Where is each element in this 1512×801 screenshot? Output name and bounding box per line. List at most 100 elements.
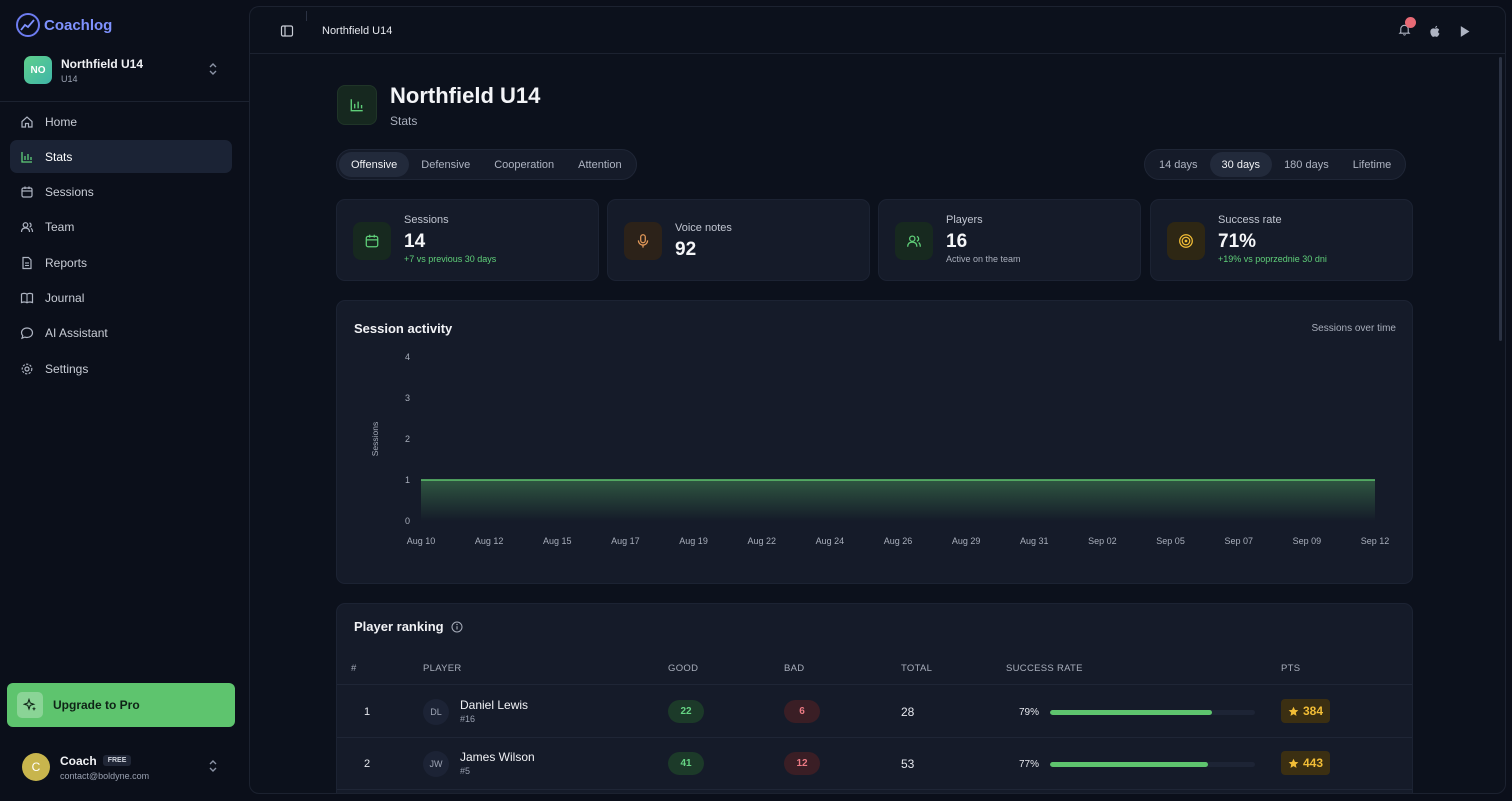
sidebar-item-home[interactable]: Home — [10, 105, 232, 138]
tab-defensive[interactable]: Defensive — [421, 158, 471, 171]
x-tick-label: Sep 07 — [1224, 536, 1253, 546]
player-name: Daniel Lewis — [460, 698, 529, 712]
bad-count: 12 — [784, 752, 820, 775]
microphone-icon — [624, 222, 662, 260]
page-icon — [337, 85, 377, 125]
success-percent: 77% — [1019, 759, 1040, 770]
apple-icon[interactable] — [1429, 25, 1441, 38]
kpi-note: +19% vs poprzednie 30 dni — [1218, 254, 1327, 264]
kpi-sessions: Sessions 14 +7 vs previous 30 days — [336, 199, 599, 281]
col-success-rate: SUCCESS RATE — [1006, 663, 1083, 674]
upgrade-label: Upgrade to Pro — [53, 698, 140, 712]
x-tick-label: Aug 15 — [543, 536, 572, 546]
users-icon — [20, 222, 34, 233]
sidebar-item-ai-assistant[interactable]: AI Assistant — [10, 317, 232, 350]
total-count: 53 — [901, 757, 915, 771]
sidebar-item-reports[interactable]: Reports — [10, 246, 232, 279]
chart-title: Session activity — [354, 321, 453, 336]
plan-badge: FREE — [102, 755, 132, 766]
col-rank: # — [351, 663, 357, 674]
tab-offensive[interactable]: Offensive — [339, 152, 410, 177]
topbar-separator — [306, 11, 307, 21]
topbar: Northfield U14 — [250, 7, 1505, 54]
tab-attention[interactable]: Attention — [578, 158, 622, 171]
sidebar-item-team[interactable]: Team — [10, 211, 232, 244]
team-switcher[interactable]: NO Northfield U14 U14 — [12, 50, 237, 90]
book-icon — [20, 292, 34, 304]
notification-dot — [1405, 17, 1416, 28]
users-icon — [895, 222, 933, 260]
success-bar-fill — [1050, 710, 1212, 715]
tab-cooperation[interactable]: Cooperation — [494, 158, 555, 171]
kpi-value: 71% — [1218, 231, 1257, 252]
brand[interactable]: Coachlog — [16, 13, 112, 37]
success-bar — [1050, 710, 1255, 715]
bad-count: 6 — [784, 700, 820, 723]
player-number: #16 — [460, 714, 476, 724]
range-lifetime[interactable]: Lifetime — [1352, 158, 1392, 171]
info-icon[interactable] — [451, 621, 463, 633]
sidebar-item-label: Reports — [45, 255, 88, 270]
x-tick-label: Aug 29 — [952, 536, 981, 546]
calendar-icon — [353, 222, 391, 260]
main-panel: Northfield U14 Northfield U14 Stats Offe… — [249, 6, 1506, 794]
x-tick-label: Aug 31 — [1020, 536, 1049, 546]
sidebar-item-label: Settings — [45, 361, 89, 376]
table-row[interactable]: 1 DL Daniel Lewis #16 22 6 28 79% 384 — [337, 686, 1412, 738]
target-icon — [1167, 222, 1205, 260]
x-tick-label: Aug 24 — [816, 536, 845, 546]
good-count: 41 — [668, 752, 704, 775]
notifications-button[interactable] — [1398, 17, 1416, 39]
range-14-days[interactable]: 14 days — [1159, 158, 1198, 171]
y-tick-label: 0 — [405, 516, 410, 526]
col-good: GOOD — [668, 663, 699, 674]
user-menu[interactable]: C Coach FREE contact@boldyne.com — [12, 747, 237, 787]
ranking-title: Player ranking — [354, 619, 444, 634]
chevrons-up-down-icon — [209, 760, 217, 772]
kpi-label: Voice notes — [675, 222, 732, 234]
kpi-label: Sessions — [404, 214, 449, 226]
range-180-days[interactable]: 180 days — [1284, 158, 1329, 171]
sparkles-icon — [17, 692, 43, 718]
sidebar-item-stats[interactable]: Stats — [10, 140, 232, 174]
sidebar-item-label: Team — [45, 220, 75, 235]
range-30-days[interactable]: 30 days — [1209, 152, 1273, 177]
kpi-success-rate: Success rate 71% +19% vs poprzednie 30 d… — [1150, 199, 1413, 281]
scrollbar[interactable] — [1499, 57, 1502, 341]
series-area — [421, 480, 1375, 521]
star-icon — [1288, 758, 1299, 768]
topbar-actions — [1398, 17, 1471, 39]
breadcrumb: Northfield U14 — [322, 25, 393, 37]
upgrade-to-pro-button[interactable]: Upgrade to Pro — [7, 683, 235, 727]
gear-icon — [21, 363, 33, 374]
sidebar: Coachlog NO Northfield U14 U14 Home Stat… — [0, 0, 249, 801]
player-avatar: DL — [423, 699, 449, 725]
user-name: Coach — [60, 753, 97, 768]
star-icon — [1288, 706, 1299, 716]
rank-number: 1 — [364, 706, 371, 718]
sidebar-item-journal[interactable]: Journal — [10, 281, 232, 314]
user-avatar: C — [22, 753, 50, 781]
player-number: #5 — [460, 766, 471, 776]
kpi-value: 92 — [675, 239, 697, 260]
sidebar-item-settings[interactable]: Settings — [10, 352, 232, 385]
team-name: Northfield U14 — [61, 56, 144, 71]
col-player: PLAYER — [423, 663, 462, 674]
play-store-icon[interactable] — [1459, 25, 1471, 38]
range-tabs: 14 days 30 days 180 days Lifetime — [1144, 149, 1407, 180]
kpi-label: Players — [946, 214, 983, 226]
y-tick-label: 4 — [405, 352, 410, 362]
table-row[interactable]: 2 JW James Wilson #5 41 12 53 77% 443 — [337, 738, 1412, 790]
toggle-sidebar-icon[interactable] — [280, 24, 294, 38]
sidebar-divider — [0, 101, 249, 102]
sidebar-item-label: Home — [45, 114, 78, 129]
x-tick-label: Aug 17 — [611, 536, 640, 546]
x-tick-label: Aug 19 — [679, 536, 708, 546]
sidebar-item-sessions[interactable]: Sessions — [10, 176, 232, 209]
y-axis-label: Sessions — [370, 422, 380, 457]
player-name: James Wilson — [460, 750, 535, 764]
success-bar-fill — [1050, 762, 1208, 767]
success-bar — [1050, 762, 1255, 767]
player-avatar: JW — [423, 751, 449, 777]
x-tick-label: Aug 10 — [407, 536, 436, 546]
